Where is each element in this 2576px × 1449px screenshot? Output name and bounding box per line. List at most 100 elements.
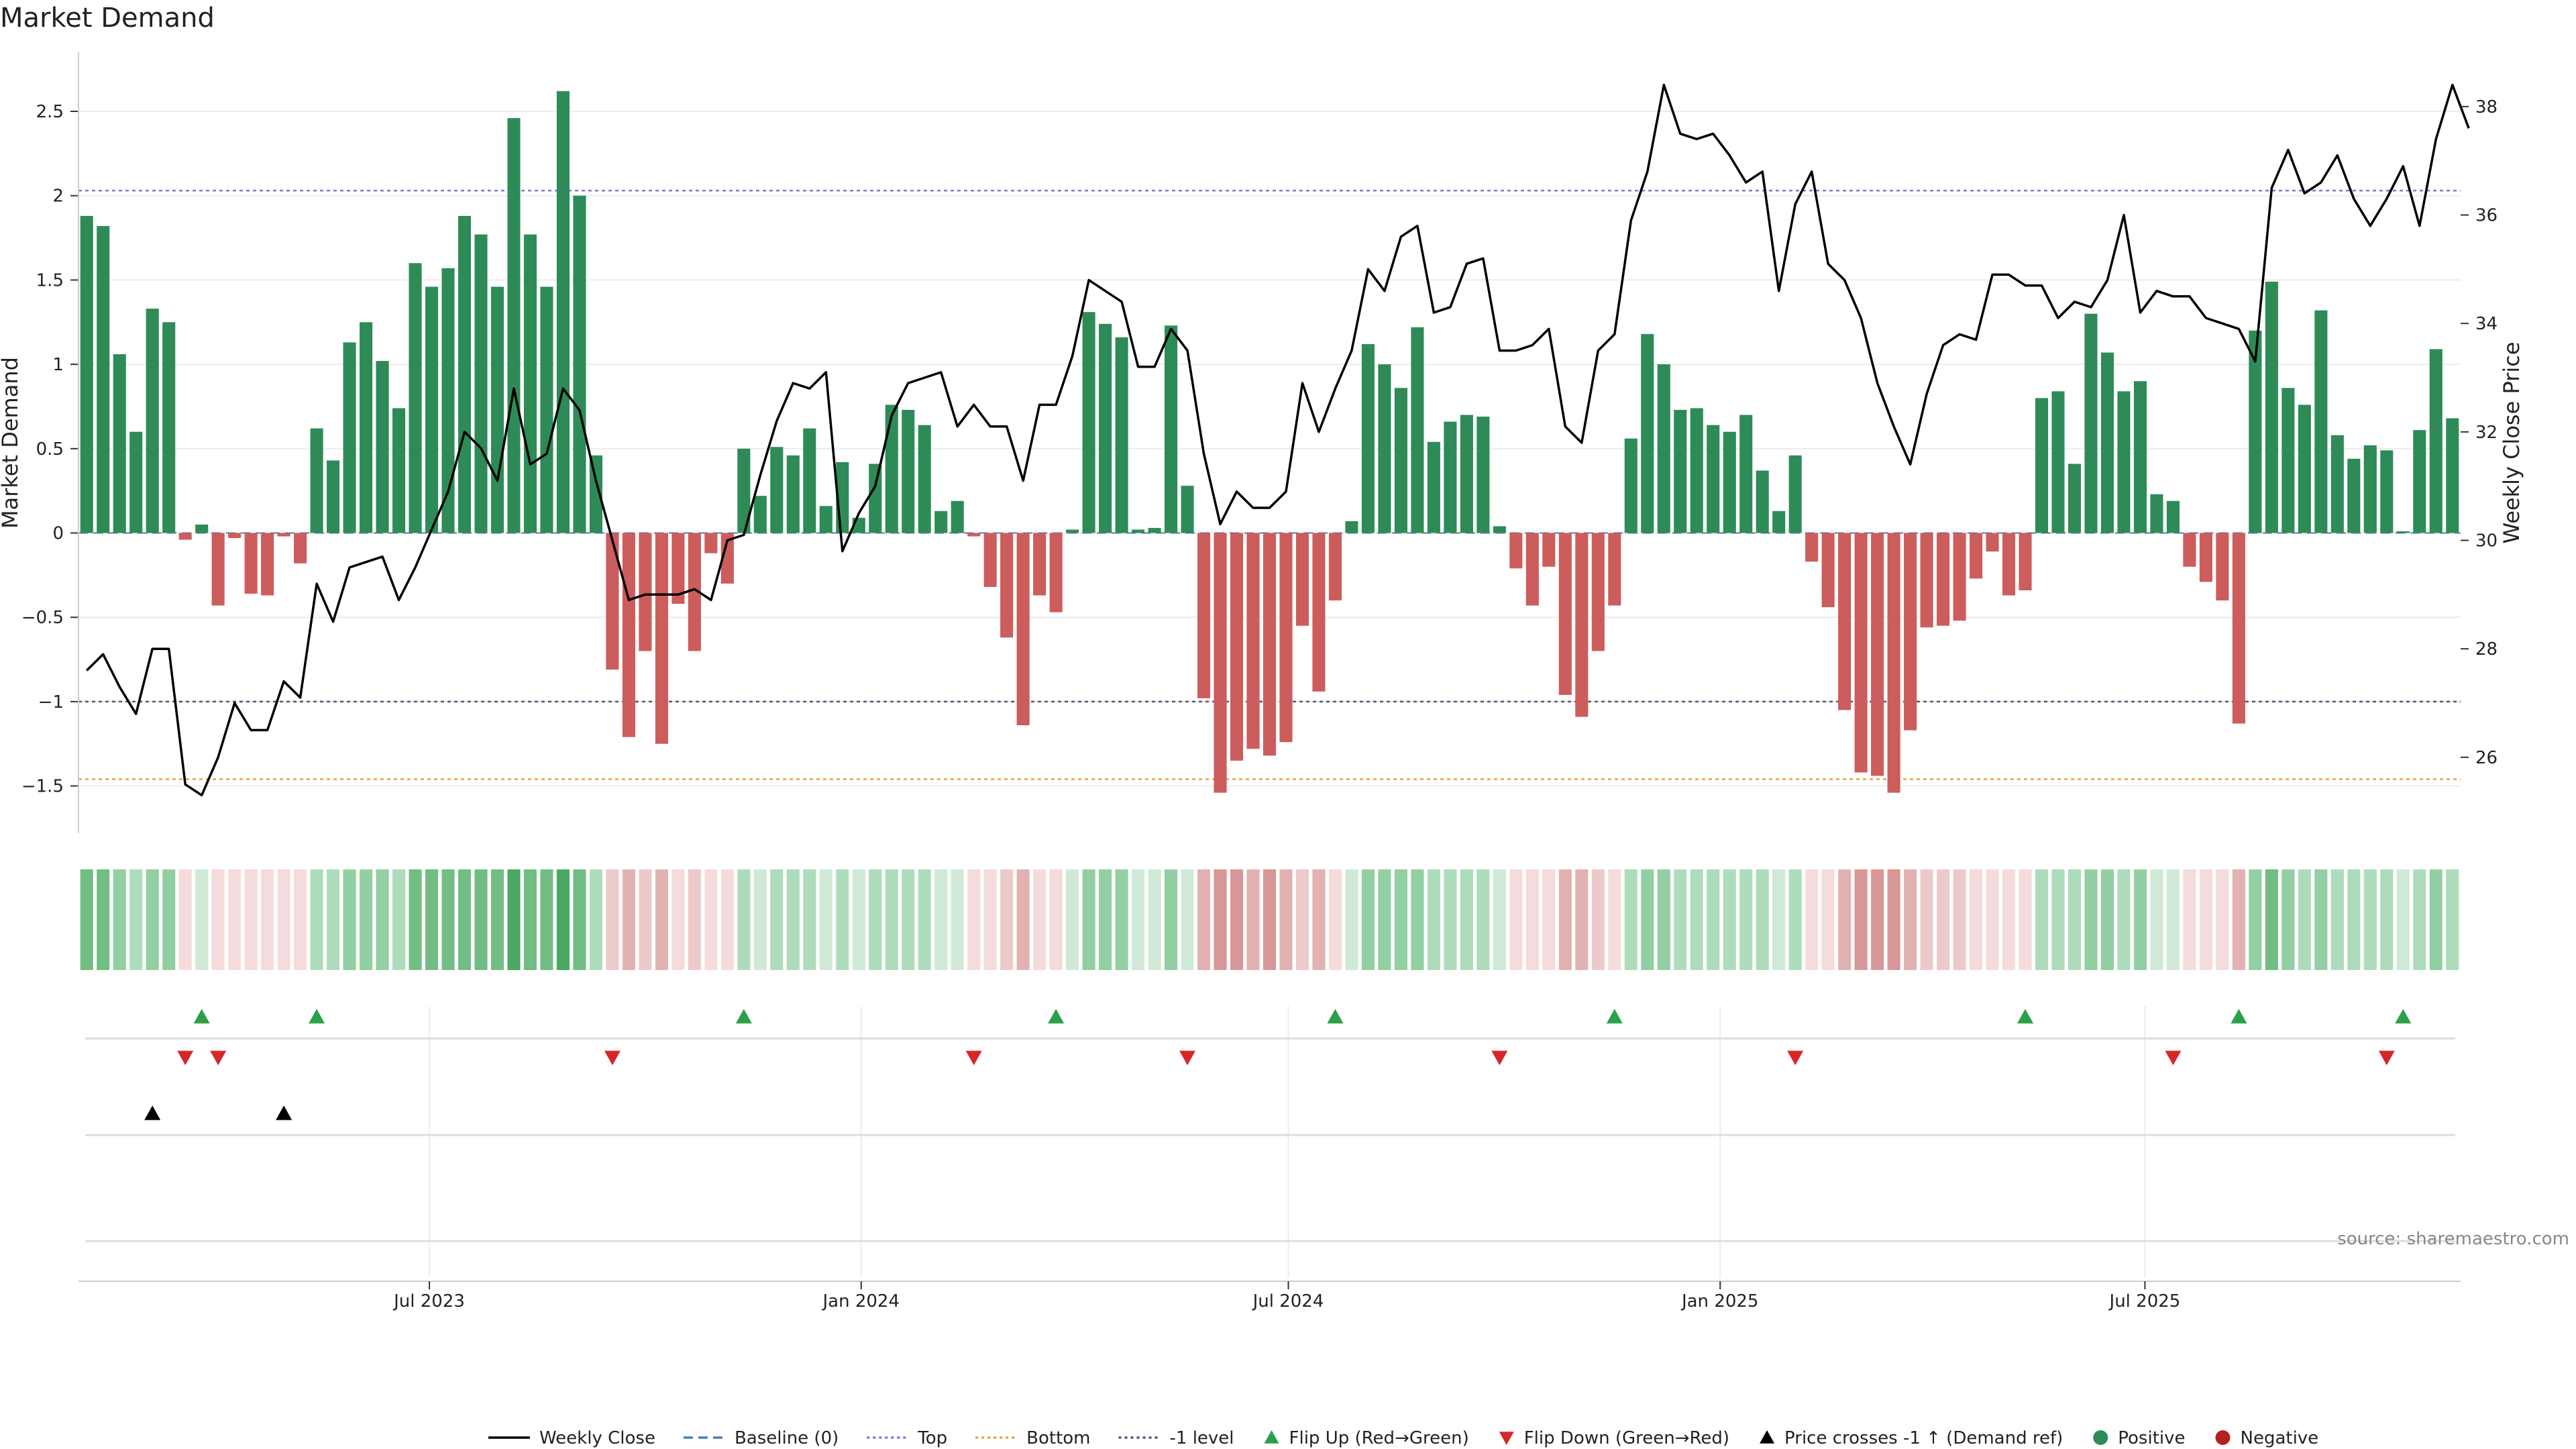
positive-bar: [573, 195, 586, 533]
flip-down-marker: [965, 1051, 982, 1065]
heat-cell: [540, 869, 553, 970]
negative-bar: [1033, 533, 1046, 596]
weekly-close-line: [85, 83, 2470, 797]
heat-cell: [2363, 869, 2377, 970]
negative-bar: [704, 533, 718, 553]
negative-bar: [622, 533, 635, 737]
legend-item: Weekly Close: [488, 1428, 655, 1448]
heat-cell: [1739, 869, 1753, 970]
legend-label: Bottom: [1026, 1428, 1090, 1448]
negative-bar: [2002, 533, 2016, 596]
negative-bar: [1542, 533, 1556, 567]
negative-bar: [1509, 533, 1523, 569]
positive-bar: [2446, 418, 2459, 533]
heat-cell: [409, 869, 422, 970]
heat-cell: [2100, 869, 2114, 970]
flip-up-marker: [1327, 1009, 1344, 1024]
positive-bar: [376, 361, 389, 533]
legend-item: Positive: [2093, 1428, 2186, 1448]
negative-bar: [1953, 533, 1966, 621]
positive-bar: [2380, 450, 2394, 533]
legend-item: Bottom: [975, 1428, 1091, 1448]
heat-cell: [1361, 869, 1375, 970]
heat-cell: [490, 869, 504, 970]
heat-cell: [573, 869, 586, 970]
negative-bar: [1230, 533, 1244, 761]
positive-bar: [934, 511, 948, 533]
negative-bar: [1575, 533, 1589, 717]
positive-bar: [737, 448, 751, 533]
heat-cell: [458, 869, 472, 970]
negative-bar: [606, 533, 619, 670]
positive-bar: [195, 524, 209, 533]
flip-down-marker: [177, 1051, 194, 1065]
negative-bar: [1904, 533, 1917, 731]
price-cross-marker: [276, 1106, 292, 1120]
y2-tick-label: 28: [2475, 639, 2498, 659]
positive-bar: [1411, 327, 1424, 533]
legend-item: Price crosses -1 ↑ (Demand ref): [1760, 1428, 2063, 1448]
legend: Weekly Close Baseline (0) Top Bottom -1 leve…: [488, 1428, 2318, 1448]
heat-cell: [2380, 869, 2394, 970]
heat-cell: [589, 869, 602, 970]
negative-bar: [2216, 533, 2229, 601]
demand-heat-strip: [80, 869, 2459, 970]
heat-cell: [1148, 869, 1161, 970]
heat-cell: [425, 869, 439, 970]
positive-bar: [1082, 312, 1095, 533]
negative-bar: [1854, 533, 1868, 773]
positive-bar: [425, 286, 439, 533]
heat-cell: [1066, 869, 1079, 970]
y2-tick-label: 34: [2475, 314, 2498, 334]
heat-cell: [1986, 869, 1999, 970]
heat-cell: [1871, 869, 1884, 970]
positive-bar: [2117, 391, 2131, 533]
heat-cell: [1904, 869, 1917, 970]
y2-axis-title: Weekly Close Price: [2499, 341, 2524, 543]
heat-cell: [852, 869, 865, 970]
positive-bar: [2298, 405, 2311, 533]
axes: 2.5 2 1.5 1 0.5 0 −0.5 −1 −1.5 38 36 34 32 30 28 26 Mark…: [0, 52, 2524, 833]
heat-cell: [1444, 869, 1457, 970]
x-tick-label: Jul 2023: [392, 1291, 465, 1311]
heat-cell: [2019, 869, 2032, 970]
positive-bar: [162, 322, 176, 533]
heat-cell: [1246, 869, 1260, 970]
positive-bar: [80, 215, 93, 533]
heat-cell: [1657, 869, 1670, 970]
flip-up-marker: [1606, 1009, 1623, 1024]
negative-bar: [277, 533, 290, 537]
flip-up-marker: [1048, 1009, 1065, 1024]
heat-cell: [2265, 869, 2278, 970]
chart-title: Market Demand: [0, 3, 215, 34]
negative-bar: [2183, 533, 2196, 567]
positive-bar: [819, 506, 833, 533]
heat-cell: [1937, 869, 1950, 970]
positive-bar: [1148, 527, 1161, 533]
negative-bar: [720, 533, 734, 584]
positive-bar: [1066, 529, 1079, 533]
heat-cell: [343, 869, 356, 970]
flip-down-marker: [210, 1051, 227, 1065]
heat-cell: [556, 869, 570, 970]
heat-cell: [2166, 869, 2180, 970]
positive-bar: [441, 268, 455, 533]
heat-cell: [1427, 869, 1440, 970]
negative-bar: [983, 533, 997, 587]
x-tick-label: Jul 2024: [1252, 1291, 1324, 1311]
negative-bar: [1887, 533, 1900, 793]
heat-cell: [2413, 869, 2426, 970]
signal-markers: [144, 1009, 2412, 1120]
positive-bar: [113, 354, 126, 533]
heat-cell: [277, 869, 290, 970]
positive-bar: [2396, 531, 2410, 533]
flip-up-marker: [193, 1009, 210, 1024]
negative-bar: [1937, 533, 1950, 626]
heat-cell: [672, 869, 685, 970]
x-tick-label: Jan 2025: [1680, 1291, 1759, 1311]
heat-cell: [1411, 869, 1424, 970]
negative-bar: [178, 533, 192, 540]
heat-cell: [1049, 869, 1063, 970]
negative-bar: [1328, 533, 1342, 601]
heat-cell: [1115, 869, 1128, 970]
